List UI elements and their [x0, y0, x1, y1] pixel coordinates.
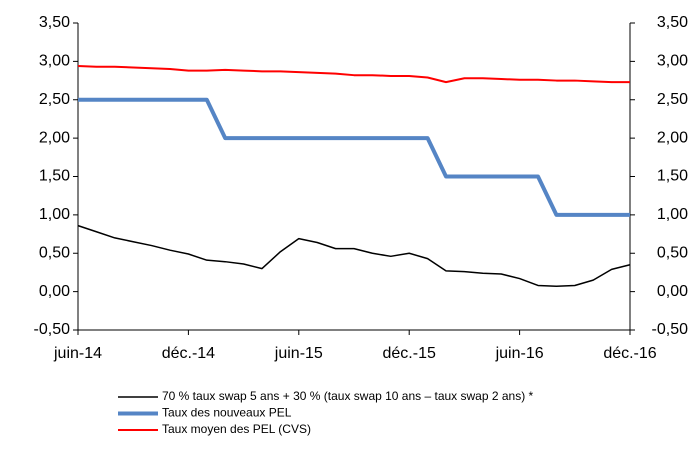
legend-label: 70 % taux swap 5 ans + 30 % (taux swap 1…: [162, 389, 534, 403]
x-tick-label: juin-14: [53, 345, 102, 362]
y-tick-label: 3,00: [39, 53, 70, 70]
x-tick-label: déc.-15: [383, 345, 436, 362]
x-tick-label: déc.-14: [162, 345, 215, 362]
x-tick-label: juin-16: [495, 345, 544, 362]
y2-tick-label: 3,50: [657, 14, 688, 31]
y2-tick-label: -0,50: [652, 321, 689, 338]
y-tick-label: 2,50: [39, 91, 70, 108]
y2-tick-label: 0,00: [657, 283, 688, 300]
y-tick-label: 1,50: [39, 168, 70, 185]
series-line: [78, 97, 630, 217]
y2-tick-label: 0,50: [657, 244, 688, 261]
x-tick-label: juin-15: [274, 345, 323, 362]
series-line: [77, 224, 631, 288]
y-tick-label: 0,50: [39, 244, 70, 261]
legend-label: Taux moyen des PEL (CVS): [162, 422, 311, 436]
legend-label: Taux des nouveaux PEL: [162, 406, 292, 420]
y2-tick-label: 1,50: [657, 168, 688, 185]
y2-tick-label: 2,00: [657, 129, 688, 146]
x-tick-label: déc.-16: [603, 345, 656, 362]
y-tick-label: -0,50: [34, 321, 71, 338]
y2-tick-label: 1,00: [657, 206, 688, 223]
series-line: [77, 64, 630, 84]
y-tick-label: 0,00: [39, 283, 70, 300]
y2-tick-label: 3,00: [657, 53, 688, 70]
y2-tick-label: 2,50: [657, 91, 688, 108]
y-tick-label: 3,50: [39, 14, 70, 31]
y-tick-label: 1,00: [39, 206, 70, 223]
y-tick-label: 2,00: [39, 129, 70, 146]
